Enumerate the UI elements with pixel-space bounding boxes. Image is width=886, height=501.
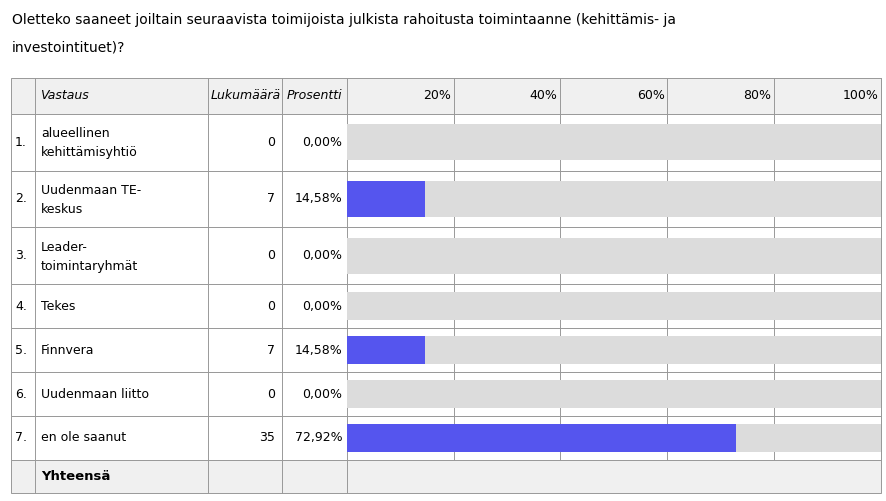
Text: Tekes: Tekes (41, 300, 75, 313)
Text: 0,00%: 0,00% (302, 300, 342, 313)
Text: 100%: 100% (842, 89, 877, 102)
Text: 14,58%: 14,58% (294, 344, 342, 357)
Text: Leader-: Leader- (41, 241, 88, 254)
Text: 3.: 3. (15, 249, 27, 263)
Text: alueellinen: alueellinen (41, 127, 109, 140)
Text: 0,00%: 0,00% (302, 249, 342, 263)
Text: Prosentti: Prosentti (286, 89, 342, 102)
Text: en ole saanut: en ole saanut (41, 431, 126, 444)
Text: 5.: 5. (15, 344, 27, 357)
Text: 7: 7 (267, 344, 275, 357)
Text: 60%: 60% (636, 89, 664, 102)
Text: 35: 35 (259, 431, 275, 444)
Text: 20%: 20% (423, 89, 450, 102)
Text: 80%: 80% (742, 89, 771, 102)
Text: 72,92%: 72,92% (294, 431, 342, 444)
Text: 2.: 2. (15, 192, 27, 205)
Text: keskus: keskus (41, 203, 83, 216)
Text: Lukumäärä: Lukumäärä (210, 89, 280, 102)
Text: Yhteensä: Yhteensä (41, 470, 110, 483)
Text: toimintaryhmät: toimintaryhmät (41, 260, 138, 273)
Text: 40%: 40% (529, 89, 557, 102)
Text: 0,00%: 0,00% (302, 388, 342, 401)
Text: 7.: 7. (15, 431, 27, 444)
Text: 6.: 6. (15, 388, 27, 401)
Text: Vastaus: Vastaus (40, 89, 89, 102)
Text: Uudenmaan TE-: Uudenmaan TE- (41, 184, 141, 197)
Text: 0: 0 (267, 249, 275, 263)
Text: kehittämisyhtiö: kehittämisyhtiö (41, 146, 137, 159)
Text: 1.: 1. (15, 136, 27, 149)
Text: 4.: 4. (15, 300, 27, 313)
Text: Finnvera: Finnvera (41, 344, 94, 357)
Text: investointituet)?: investointituet)? (12, 40, 125, 54)
Text: 14,58%: 14,58% (294, 192, 342, 205)
Text: 0: 0 (267, 300, 275, 313)
Text: 0: 0 (267, 388, 275, 401)
Text: 7: 7 (267, 192, 275, 205)
Text: 0: 0 (267, 136, 275, 149)
Text: Oletteko saaneet joiltain seuraavista toimijoista julkista rahoitusta toimintaan: Oletteko saaneet joiltain seuraavista to… (12, 13, 675, 27)
Text: 0,00%: 0,00% (302, 136, 342, 149)
Text: Uudenmaan liitto: Uudenmaan liitto (41, 388, 149, 401)
